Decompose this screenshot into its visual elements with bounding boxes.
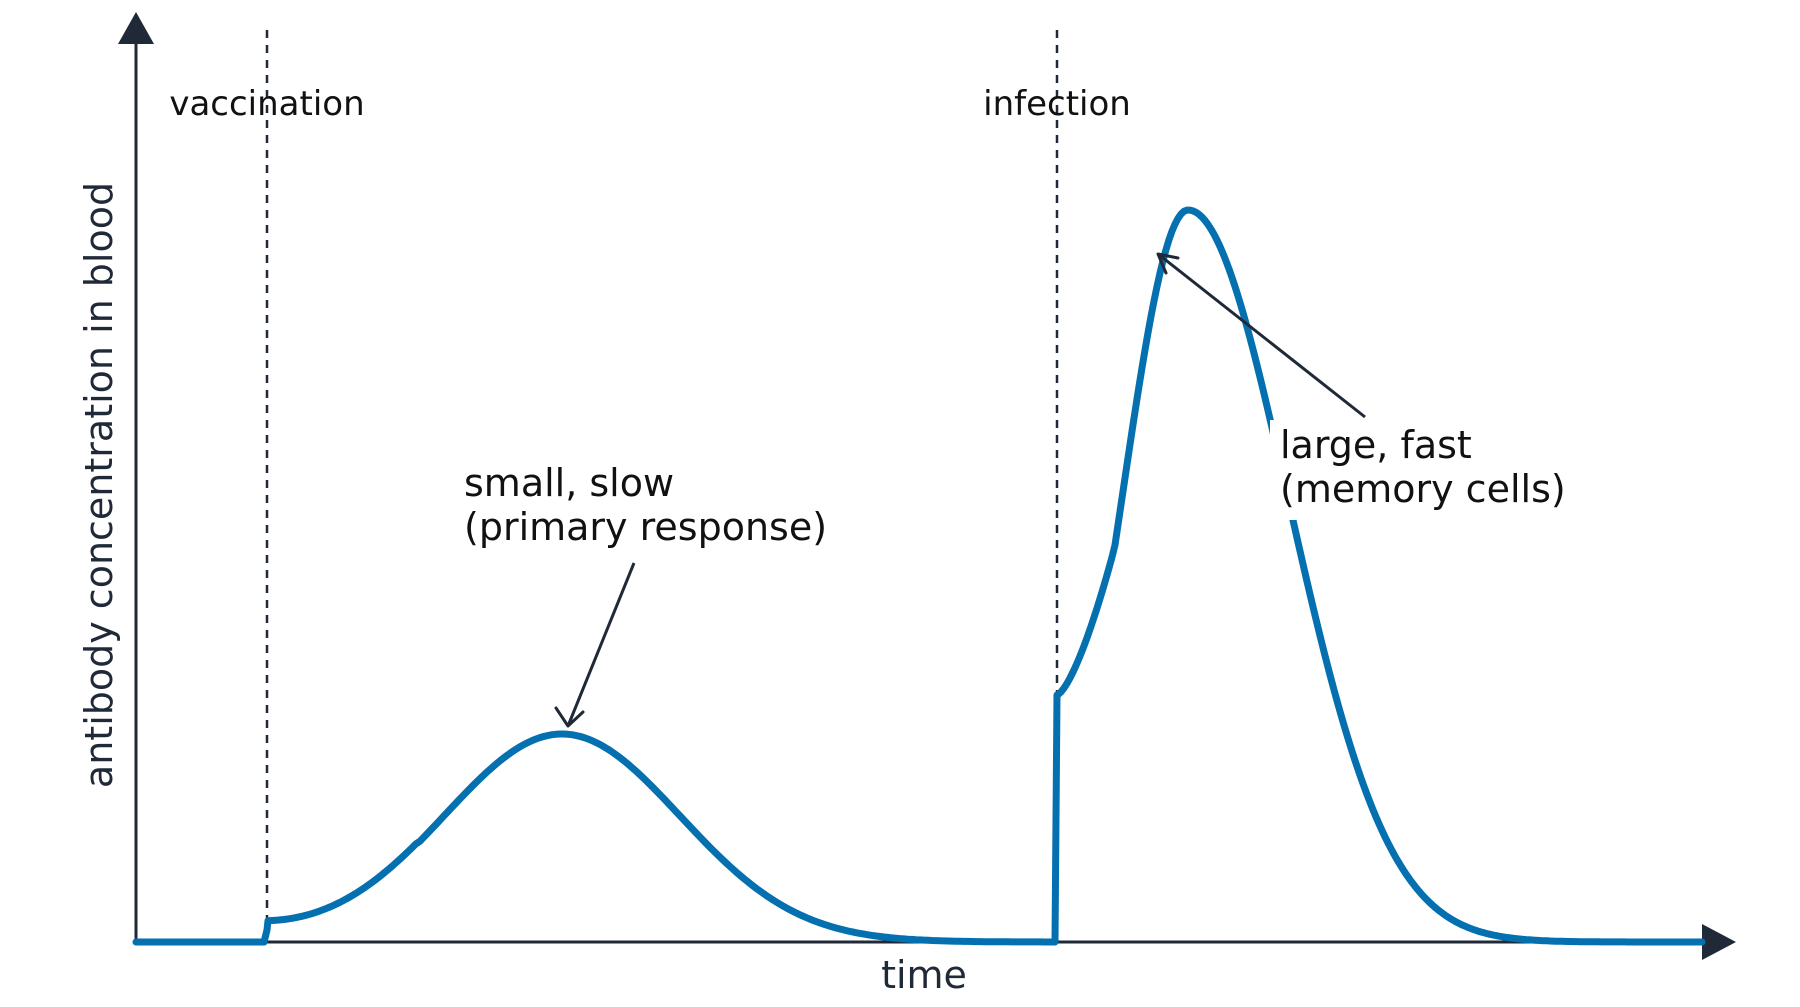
- primary-response-arrow: [566, 562, 636, 727]
- vaccination-label: vaccination: [169, 84, 364, 124]
- y-axis-arrowhead: [118, 12, 154, 44]
- y-axis-title: antibody concentration in blood: [77, 182, 121, 788]
- x-axis-title: time: [881, 953, 967, 997]
- secondary-response-arrowhead: [1156, 252, 1180, 275]
- secondary-label-background: [1270, 420, 1600, 520]
- primary-response-arrowhead: [554, 706, 585, 728]
- antibody-response-curve: [132, 206, 1706, 946]
- x-axis-arrowhead: [1702, 924, 1736, 960]
- secondary-response-label-line1: large, fast: [1280, 423, 1472, 467]
- infection-label: infection: [983, 84, 1131, 124]
- secondary-response-arrow: [1157, 252, 1366, 419]
- primary-response-label-line2: (primary response): [464, 505, 827, 549]
- secondary-response-label-line2: (memory cells): [1280, 467, 1566, 511]
- primary-response-label-line1: small, slow: [464, 461, 674, 505]
